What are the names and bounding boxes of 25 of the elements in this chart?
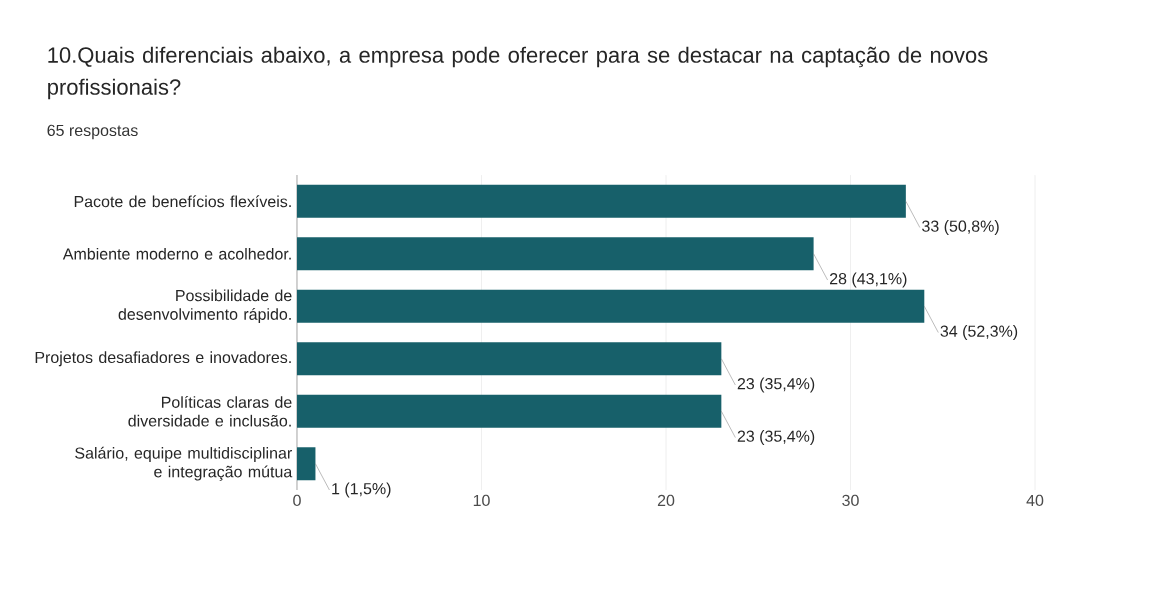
y-tick-label: Ambiente moderno e acolhedor. (62, 247, 291, 260)
bar (297, 447, 316, 481)
y-tick-label: Possibilidade de desenvolvimento rápido. (118, 289, 292, 324)
x-tick-label: 40 (1026, 494, 1044, 507)
y-tick-label: Políticas claras de diversidade e inclusão. (128, 395, 292, 427)
data-label: 28 (43,1%) (830, 272, 907, 288)
chart-title: 10.Quais diferenciais abaixo, a empresa pode oferecer para se destacar na captação de novos profissionais? (48, 46, 988, 100)
text: 65 respostas (47, 124, 138, 140)
bar (297, 289, 925, 323)
data-label: 23 (35,4%) (737, 377, 815, 393)
bar (297, 342, 722, 376)
y-tick-label: Projetos desafiadores e inovadores. (35, 351, 291, 367)
x-tick-label: 30 (842, 494, 859, 507)
bar (297, 394, 722, 428)
bar (297, 237, 814, 271)
data-label: 1 (1,5%) (332, 482, 391, 498)
data-label: 33 (50,8%) (922, 220, 999, 235)
data-label: 34 (52,3%) (940, 325, 1018, 340)
x-tick-label: 20 (657, 494, 675, 507)
bar (297, 184, 906, 218)
y-tick-label: Salário, equipe multidisciplinar e integração mútua (75, 446, 293, 481)
x-tick-label: 0 (293, 494, 301, 507)
data-label: 23 (35,4%) (737, 430, 815, 445)
x-tick-label: 10 (473, 494, 490, 507)
y-tick-label: Pacote de benefícios flexíveis. (74, 195, 291, 208)
